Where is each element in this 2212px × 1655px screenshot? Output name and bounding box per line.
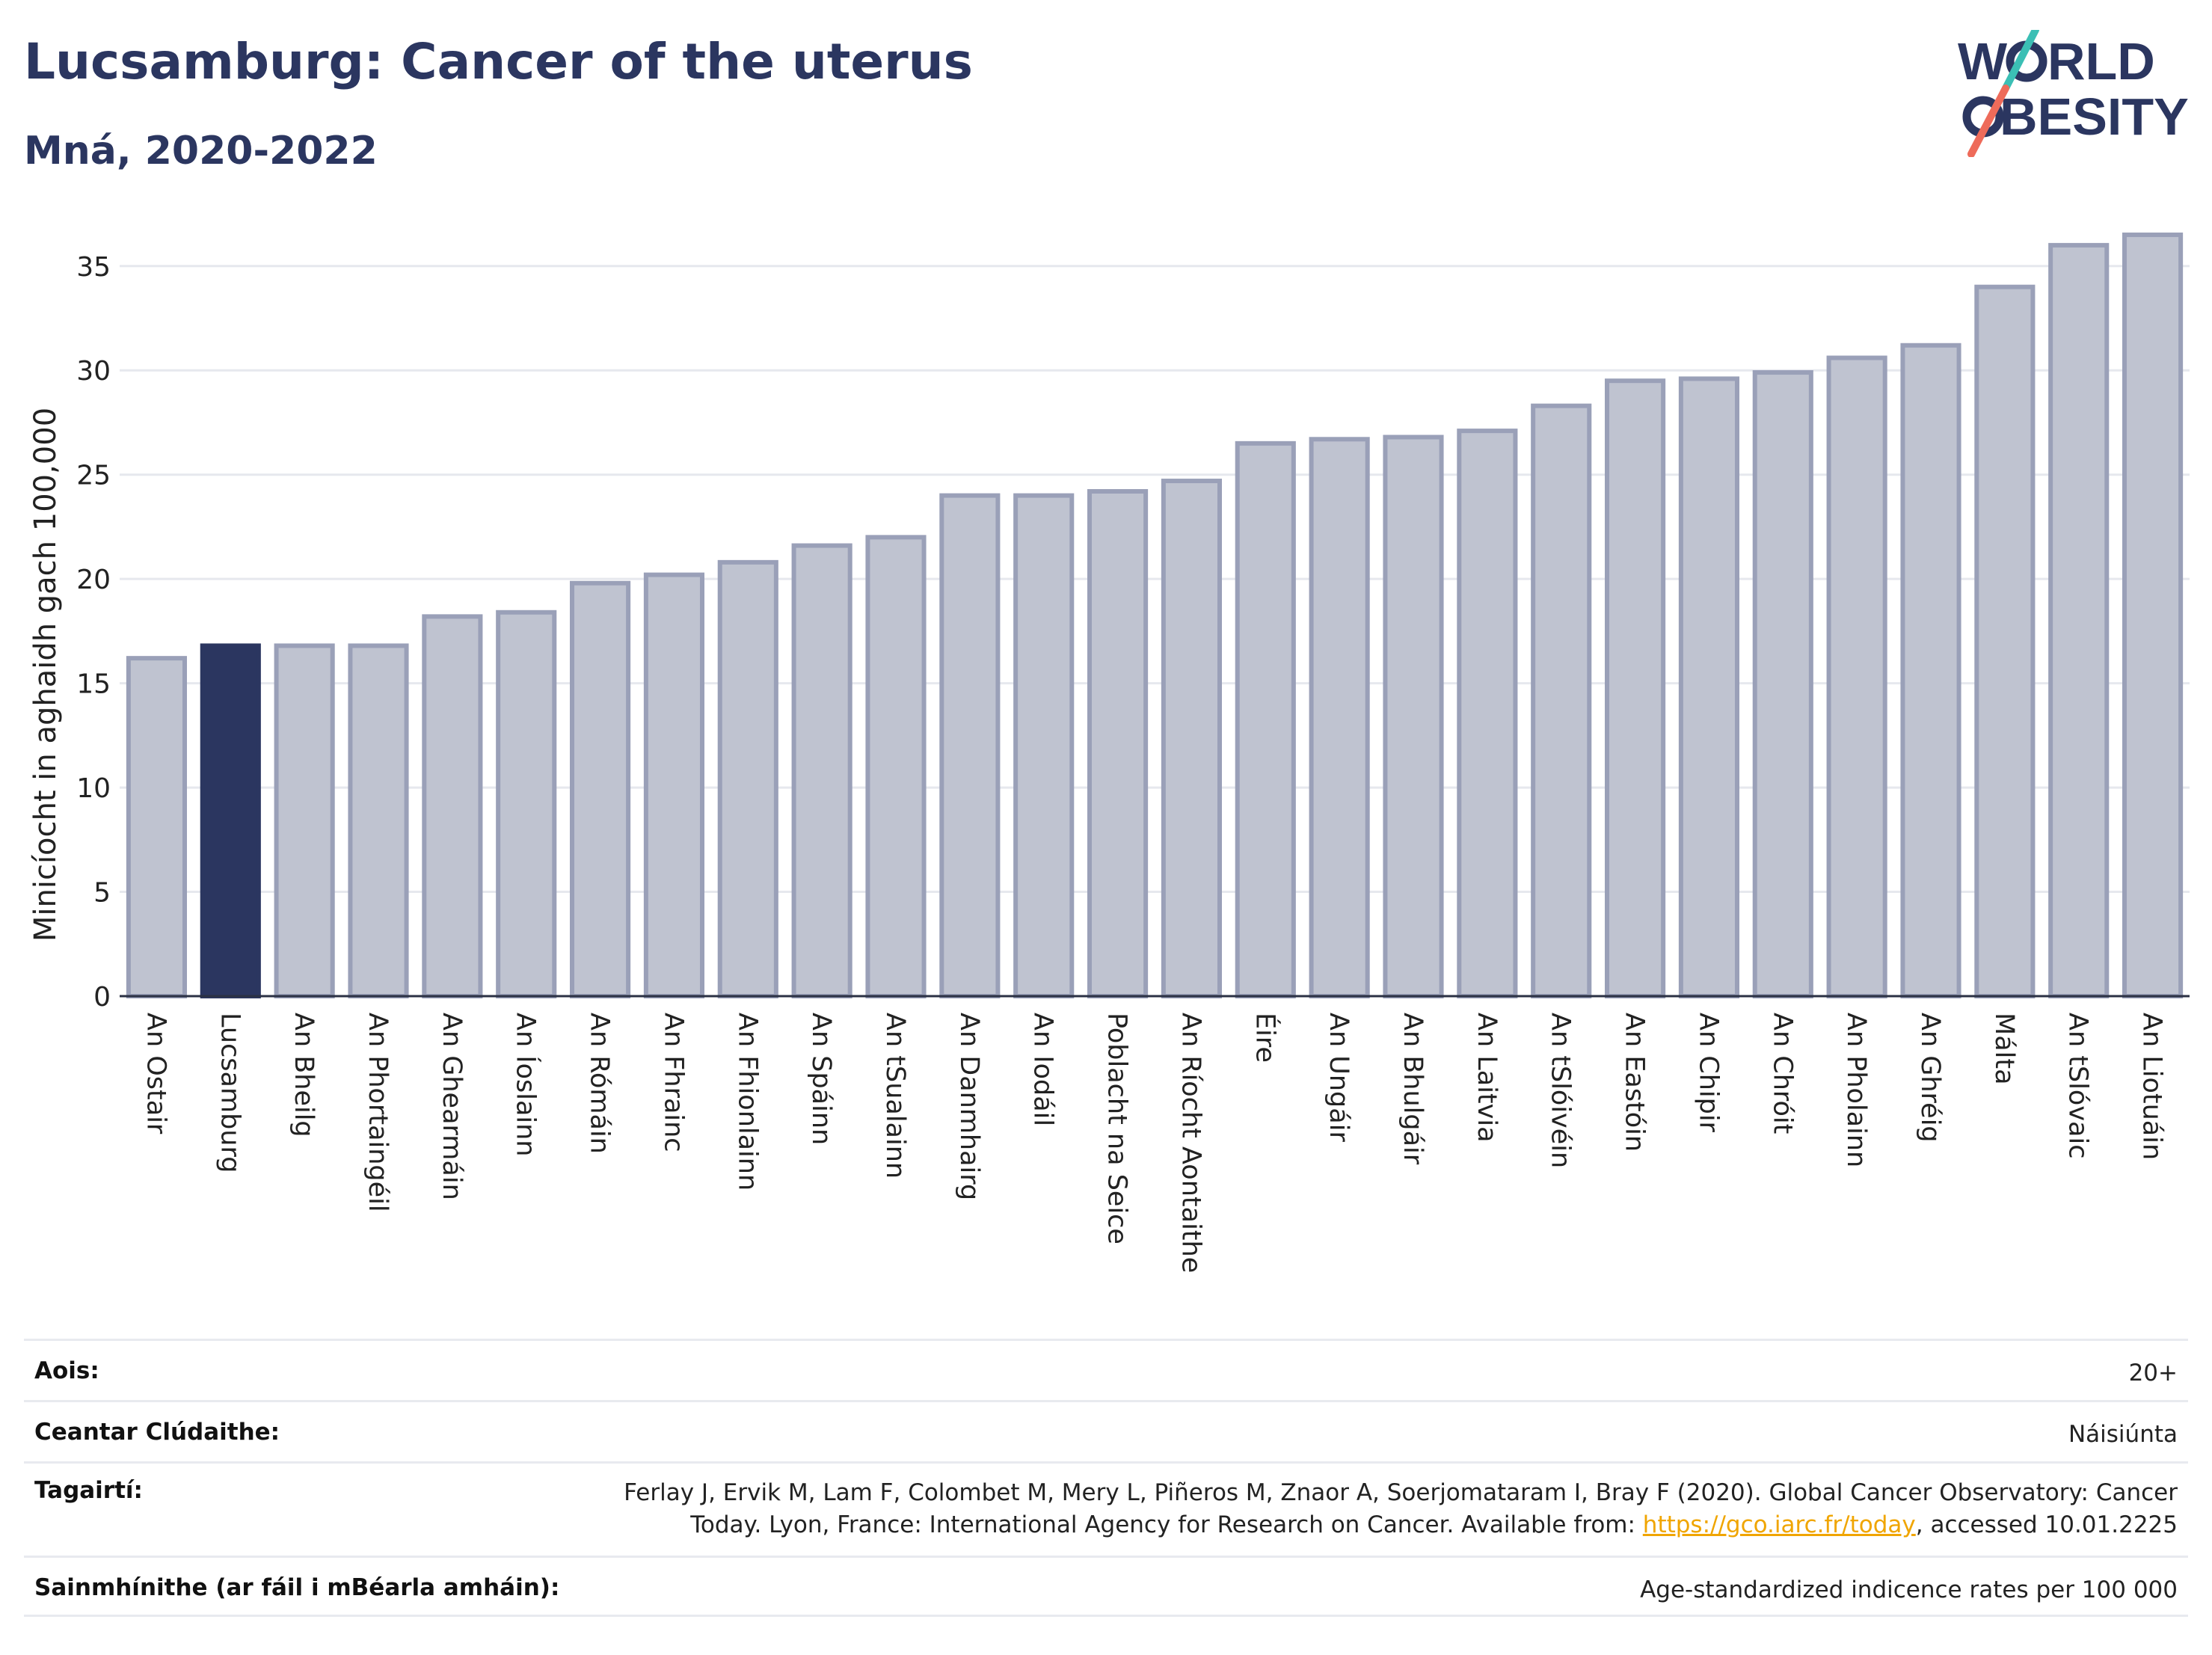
x-tick-label: An Laitvia bbox=[1472, 1013, 1502, 1143]
x-tick-label: An Danmhairg bbox=[954, 1013, 984, 1200]
bar-an-liotuáin bbox=[2122, 232, 2184, 999]
svg-text:BESITY: BESITY bbox=[2000, 87, 2189, 146]
x-tick-label: Poblacht na Seice bbox=[1102, 1013, 1132, 1244]
chart-subtitle: Mná, 2020-2022 bbox=[24, 129, 378, 174]
bar-an-fhionlainn bbox=[717, 559, 778, 998]
bar-lucsamburg bbox=[200, 643, 261, 998]
info-row-references: Tagairtí: Ferlay J, Ervik M, Lam F, Colo… bbox=[24, 1461, 2188, 1556]
x-tick-label: An Phortaingéil bbox=[363, 1013, 393, 1212]
bar-an-bhulgáir bbox=[1383, 435, 1444, 998]
axes: 0 5 10 15 20 25 30 35 An Ostair Lucsamburg An Bhei… bbox=[76, 252, 2190, 1273]
references-line2-end: , accessed 10.01.2225 bbox=[1915, 1511, 2178, 1539]
references-label: Tagairtí: bbox=[34, 1477, 143, 1504]
bar-éire bbox=[1235, 440, 1296, 998]
references-link[interactable]: https://gco.iarc.fr/today bbox=[1642, 1511, 1916, 1539]
y-axis-label: Minicíocht in aghaidh gach 100,000 bbox=[28, 408, 63, 942]
bar-an-ungáir bbox=[1309, 437, 1370, 998]
definitions-label: Sainmhínithe (ar fáil i mBéarla amháin): bbox=[34, 1574, 560, 1601]
svg-text:W: W bbox=[1958, 32, 2007, 90]
bar-an-phortaingéil bbox=[348, 643, 409, 998]
info-table: Aois: 20+ Ceantar Clúdaithe: Náisiúnta T… bbox=[24, 1339, 2188, 1617]
bar-an-chipir bbox=[1678, 376, 1739, 998]
x-tick-label: An Eastóin bbox=[1620, 1013, 1650, 1152]
x-tick-label: An Liotuáin bbox=[2137, 1013, 2167, 1160]
y-tick-label: 15 bbox=[76, 669, 111, 700]
svg-text:RLD: RLD bbox=[2047, 32, 2155, 90]
y-tick-label: 0 bbox=[93, 982, 111, 1013]
x-tick-label: An Ríocht Aontaithe bbox=[1176, 1013, 1205, 1273]
bar-an-laitvia bbox=[1457, 429, 1518, 998]
age-value: 20+ bbox=[2128, 1360, 2178, 1387]
bar-an-tsualainn bbox=[865, 535, 927, 998]
x-tick-label: An Ostair bbox=[141, 1013, 170, 1134]
bars bbox=[126, 232, 2184, 999]
x-tick-label: An Íoslainn bbox=[511, 1013, 542, 1156]
references-value: Ferlay J, Ervik M, Lam F, Colombet M, Me… bbox=[624, 1477, 2178, 1542]
bar-an-chróit bbox=[1752, 370, 1813, 999]
bar-málta bbox=[1974, 284, 2036, 999]
coverage-label: Ceantar Clúdaithe: bbox=[34, 1419, 280, 1446]
bar-an-ghréig bbox=[1900, 343, 1961, 999]
world-obesity-logo: W RLD BESITY bbox=[1958, 30, 2189, 157]
info-row-coverage: Ceantar Clúdaithe: Náisiúnta bbox=[24, 1400, 2188, 1461]
bar-an-bheilg bbox=[274, 643, 335, 998]
references-line2: Today. Lyon, France: International Agenc… bbox=[690, 1511, 1643, 1539]
coverage-value: Náisiúnta bbox=[2068, 1421, 2178, 1448]
x-tick-label: An tSlóvaic bbox=[2063, 1013, 2093, 1158]
x-tick-label: An Ghréig bbox=[1915, 1013, 1945, 1143]
bar-an-pholainn bbox=[1826, 355, 1887, 998]
x-tick-label: An Fhionlainn bbox=[732, 1013, 762, 1191]
bar-chart: 0 5 10 15 20 25 30 35 An Ostair Lucsamburg An Bhei… bbox=[28, 232, 2190, 1273]
x-tick-label: Málta bbox=[1989, 1013, 2019, 1085]
bar-poblacht-na-seice bbox=[1087, 489, 1149, 998]
references-line1: Ferlay J, Ervik M, Lam F, Colombet M, Me… bbox=[624, 1479, 2178, 1506]
x-tick-label: An Fhrainc bbox=[658, 1013, 688, 1152]
chart-title: Lucsamburg: Cancer of the uterus bbox=[24, 33, 973, 90]
info-row-age: Aois: 20+ bbox=[24, 1339, 2188, 1400]
x-tick-label: Lucsamburg bbox=[215, 1013, 245, 1173]
x-tick-label: An Chróit bbox=[1767, 1013, 1797, 1134]
definitions-value: Age-standardized indicence rates per 100… bbox=[1640, 1576, 2178, 1603]
x-tick-label: An Ghearmáin bbox=[437, 1013, 467, 1200]
x-tick-label: An Bhulgáir bbox=[1398, 1013, 1428, 1165]
x-tick-label: An Ungáir bbox=[1324, 1013, 1354, 1142]
bar-an-íoslainn bbox=[496, 610, 557, 998]
y-tick-label: 20 bbox=[76, 565, 111, 595]
bar-an-ríocht-aontaithe bbox=[1161, 479, 1222, 998]
y-tick-label: 5 bbox=[93, 878, 111, 909]
y-tick-label: 30 bbox=[76, 356, 111, 387]
x-tick-label: An Iodáil bbox=[1028, 1013, 1058, 1126]
bar-an-spáinn bbox=[791, 543, 852, 998]
bar-an-ghearmáin bbox=[422, 614, 483, 998]
y-tick-label: 10 bbox=[76, 773, 111, 804]
bar-an-iodáil bbox=[1013, 493, 1075, 998]
bar-an-fhrainc bbox=[643, 572, 704, 998]
y-tick-label: 25 bbox=[76, 461, 111, 491]
info-row-definitions: Sainmhínithe (ar fáil i mBéarla amháin):… bbox=[24, 1556, 2188, 1617]
x-tick-label: An Pholainn bbox=[1841, 1013, 1871, 1167]
x-tick-label: An Spáinn bbox=[806, 1013, 836, 1145]
bar-an-rómáin bbox=[570, 580, 631, 998]
x-tick-label: An tSlóivéin bbox=[1546, 1013, 1576, 1168]
bar-an-tslóvaic bbox=[2048, 242, 2110, 998]
age-label: Aois: bbox=[34, 1357, 99, 1384]
x-tick-label: An tSualainn bbox=[880, 1013, 910, 1179]
y-tick-label: 35 bbox=[76, 252, 111, 283]
x-tick-label: Éire bbox=[1250, 1013, 1281, 1063]
bar-an-eastóin bbox=[1605, 378, 1666, 998]
x-tick-label: An Bheilg bbox=[289, 1013, 319, 1137]
x-tick-label: An Rómáin bbox=[585, 1013, 615, 1154]
bar-an-ostair bbox=[126, 656, 187, 999]
x-tick-label: An Chipir bbox=[1693, 1013, 1723, 1133]
bar-an-tslóivéin bbox=[1531, 403, 1592, 998]
bar-an-danmhairg bbox=[939, 493, 1001, 998]
